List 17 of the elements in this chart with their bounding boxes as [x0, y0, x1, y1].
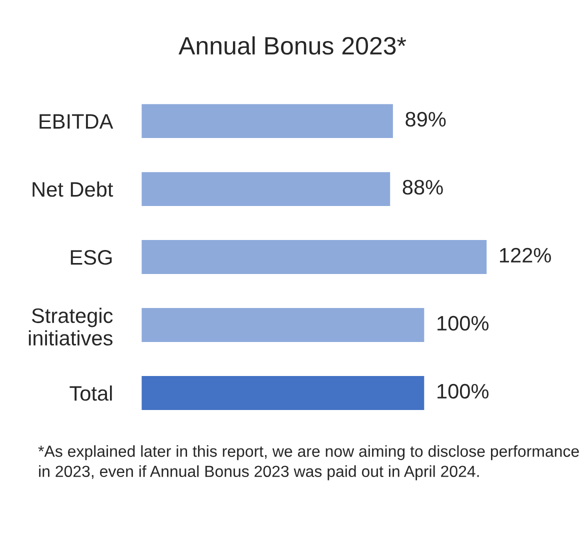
y-tick-label: Strategic initiatives	[28, 308, 113, 346]
data-label: 122%	[500, 248, 551, 263]
y-tick-label: Net Debt	[32, 182, 114, 197]
bar	[140, 374, 426, 412]
data-label: 100%	[438, 316, 489, 331]
text: *As explained later in this report, we are now aiming to disclose performance in 2023, even if Annual Bonus 2023 was paid out in April 2024.	[38, 445, 579, 480]
y-tick-label: Total	[70, 385, 112, 401]
bar	[140, 306, 426, 344]
y-tick-label: EBITDA	[40, 114, 114, 129]
data-label: 89%	[406, 112, 446, 127]
y-tick-label: ESG	[70, 250, 112, 265]
bar	[140, 238, 488, 276]
chart-title: Annual Bonus 2023*	[178, 36, 406, 55]
data-label: 88%	[402, 180, 443, 195]
data-label: 100%	[438, 384, 489, 399]
bar	[140, 102, 394, 140]
bar	[140, 170, 392, 208]
